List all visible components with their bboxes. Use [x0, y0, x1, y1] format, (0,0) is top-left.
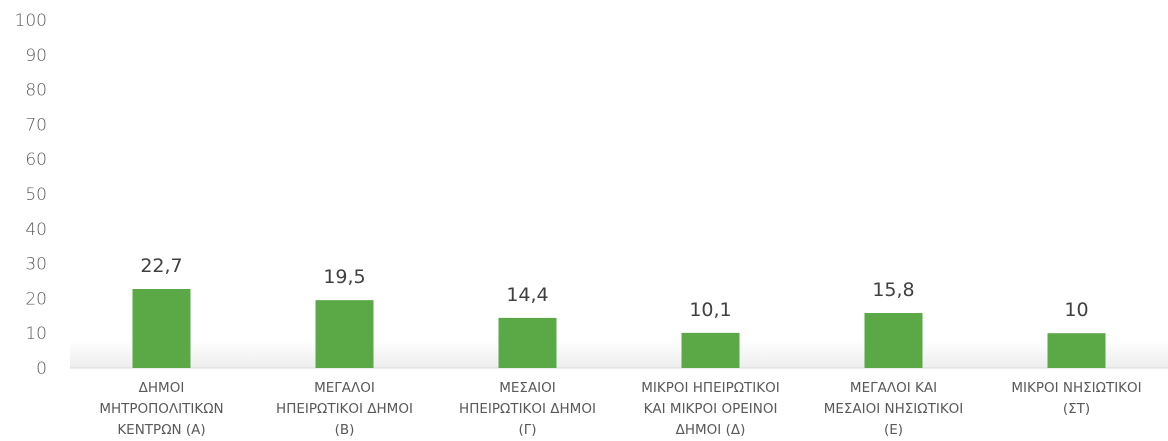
x-tick-label-line: ΚΑΙ ΜΙΚΡΟΙ ΟΡΕΙΝΟΙ: [644, 401, 778, 417]
y-tick-label: 50: [25, 185, 47, 205]
bars-group: [132, 289, 1106, 368]
x-tick-label-line: (Ε): [884, 422, 903, 438]
x-tick-label-line: ΔΗΜΟΙ: [139, 380, 185, 396]
x-tick-label-line: ΜΕΣΑΙΟΙ: [499, 380, 556, 396]
y-tick-label: 20: [25, 289, 47, 309]
y-tick-label: 40: [25, 220, 47, 240]
x-axis: ΔΗΜΟΙ ΜΗΤΡΟΠΟΛΙΤΙΚΩΝ ΚΕΝΤΡΩΝ (Α) ΜΕΓΑΛΟΙ ΗΠΕ…: [99, 380, 1141, 438]
x-tick-label: ΜΕΓΑΛΟΙ ΗΠΕΙΡΩΤΙΚΟΙ ΔΗΜΟΙ (Β): [276, 380, 413, 438]
data-label: 10: [1064, 299, 1088, 321]
y-tick-label: 80: [25, 81, 47, 101]
x-tick-label-line: ΜΙΚΡΟΙ ΗΠΕΙΡΩΤΙΚΟΙ: [641, 380, 779, 396]
bar: [315, 300, 374, 368]
x-tick-label-line: (ΣΤ): [1063, 401, 1090, 417]
bar: [1047, 333, 1106, 368]
x-tick-label: ΜΕΓΑΛΟΙ ΚΑΙ ΜΕΣΑΙΟΙ ΝΗΣΙΩΤΙΚΟΙ (Ε): [824, 380, 964, 438]
x-tick-label-line: ΜΕΣΑΙΟΙ ΝΗΣΙΩΤΙΚΟΙ: [824, 401, 964, 417]
x-tick-label: ΔΗΜΟΙ ΜΗΤΡΟΠΟΛΙΤΙΚΩΝ ΚΕΝΤΡΩΝ (Α): [99, 380, 223, 438]
x-tick-label-line: ΔΗΜΟΙ (Δ): [676, 422, 746, 438]
x-tick-label-line: (Γ): [518, 422, 536, 438]
x-tick-label-line: (Β): [335, 422, 355, 438]
y-tick-label: 90: [25, 46, 47, 66]
x-tick-label-line: ΜΕΓΑΛΟΙ ΚΑΙ: [850, 380, 937, 396]
y-tick-label: 100: [15, 11, 47, 31]
y-tick-label: 0: [36, 359, 47, 379]
y-tick-label: 70: [25, 115, 47, 135]
data-label: 10,1: [689, 299, 731, 321]
x-tick-label-line: ΗΠΕΙΡΩΤΙΚΟΙ ΔΗΜΟΙ: [276, 401, 413, 417]
bar: [132, 289, 191, 368]
y-tick-label: 10: [25, 324, 47, 344]
data-label: 19,5: [323, 266, 365, 288]
y-tick-label: 60: [25, 150, 47, 170]
x-tick-label-line: ΜΗΤΡΟΠΟΛΙΤΙΚΩΝ: [99, 401, 223, 417]
bar: [681, 332, 740, 368]
x-tick-label-line: ΗΠΕΙΡΩΤΙΚΟΙ ΔΗΜΟΙ: [459, 401, 596, 417]
data-label: 15,8: [872, 279, 914, 301]
baseline-shadow: [70, 340, 1168, 368]
x-tick-label-line: ΚΕΝΤΡΩΝ (Α): [117, 422, 205, 438]
x-tick-label-line: ΜΕΓΑΛΟΙ: [314, 380, 375, 396]
data-label: 22,7: [140, 255, 182, 277]
x-tick-label: ΜΙΚΡΟΙ ΗΠΕΙΡΩΤΙΚΟΙ ΚΑΙ ΜΙΚΡΟΙ ΟΡΕΙΝΟΙ ΔΗΜΟ…: [641, 380, 779, 438]
bar: [498, 317, 557, 368]
y-axis: 0 10 20 30 40 50 60 70 80 90 100: [15, 11, 47, 379]
data-label: 14,4: [506, 284, 548, 306]
x-tick-label-line: ΜΙΚΡΟΙ ΝΗΣΙΩΤΙΚΟΙ: [1011, 380, 1141, 396]
y-tick-label: 30: [25, 255, 47, 275]
bar: [864, 313, 923, 368]
x-tick-label: ΜΙΚΡΟΙ ΝΗΣΙΩΤΙΚΟΙ (ΣΤ): [1011, 380, 1141, 417]
x-tick-label: ΜΕΣΑΙΟΙ ΗΠΕΙΡΩΤΙΚΟΙ ΔΗΜΟΙ (Γ): [459, 380, 596, 438]
data-labels-group: 22,7 19,5 14,4 10,1 15,8 10: [140, 255, 1088, 321]
